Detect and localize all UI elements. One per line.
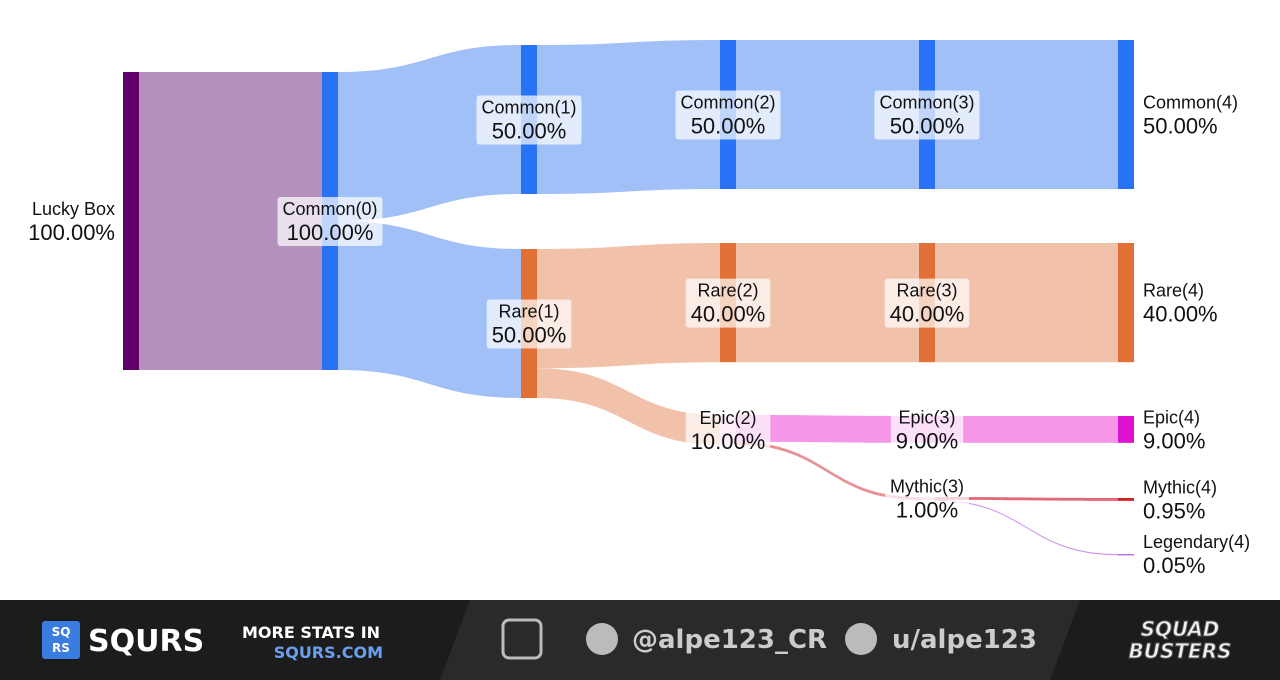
node-name: Rare(2) — [697, 281, 758, 301]
node-value: 1.00% — [896, 497, 958, 522]
labels: Lucky Box100.00%Common(0)100.00%Common(1… — [28, 90, 1250, 578]
link — [935, 416, 1118, 443]
link — [736, 243, 919, 363]
node-value: 100.00% — [287, 220, 374, 245]
link — [537, 368, 720, 445]
link — [736, 441, 919, 500]
node-label: Common(4)50.00% — [1143, 93, 1238, 139]
node-value: 50.00% — [691, 114, 766, 139]
node-value: 50.00% — [492, 323, 567, 348]
link — [139, 72, 322, 370]
label-background — [675, 90, 781, 140]
node-name: Common(4) — [1143, 93, 1238, 113]
label-background — [890, 405, 964, 455]
node-value: 50.00% — [890, 114, 965, 139]
alpe-logo — [501, 618, 543, 660]
node-label: Epic(4)9.00% — [1143, 407, 1205, 453]
link — [537, 40, 720, 194]
node-label: Mythic(4)0.95% — [1143, 477, 1217, 523]
node-label: Rare(3)40.00% — [884, 278, 970, 328]
node-name: Legendary(4) — [1143, 532, 1250, 552]
reddit-icon — [845, 623, 877, 655]
node-value: 10.00% — [691, 429, 766, 454]
node-label: Rare(1)50.00% — [486, 299, 572, 349]
brand: SQURS — [88, 624, 204, 659]
node-name: Mythic(4) — [1143, 477, 1217, 497]
node-label: Common(3)50.00% — [874, 90, 980, 140]
node-value: 50.00% — [492, 119, 567, 144]
node-value: 100.00% — [28, 220, 115, 245]
twitter-icon — [586, 623, 618, 655]
node-name: Epic(2) — [699, 408, 756, 428]
squrs-icon — [42, 621, 80, 659]
node-label: Epic(2)10.00% — [685, 405, 771, 455]
node-label: Rare(4)40.00% — [1143, 281, 1218, 327]
node-name: Epic(4) — [1143, 407, 1200, 427]
node-name: Common(0) — [282, 199, 377, 219]
node-value: 50.00% — [1143, 114, 1218, 139]
node-label: Common(2)50.00% — [675, 90, 781, 140]
node-name: Common(3) — [879, 93, 974, 113]
link — [935, 497, 1118, 501]
node-name: Common(1) — [481, 98, 576, 118]
link — [537, 243, 720, 369]
footer-panel — [1050, 600, 1280, 680]
label-background — [884, 278, 970, 328]
node — [1118, 554, 1134, 556]
links — [139, 40, 1118, 556]
node-value: 40.00% — [691, 302, 766, 327]
node-name: Lucky Box — [32, 199, 115, 219]
label-background — [685, 278, 771, 328]
label-background — [685, 405, 771, 455]
node-label: Epic(3)9.00% — [890, 405, 964, 455]
node-name: Mythic(3) — [890, 476, 964, 496]
reddit: u/alpe123 — [892, 625, 1037, 655]
game-logo: SQUAD — [1141, 617, 1220, 641]
node-value: 40.00% — [890, 302, 965, 327]
node — [1118, 40, 1134, 189]
node-name: Common(2) — [680, 93, 775, 113]
link — [935, 499, 1118, 556]
node — [1118, 416, 1134, 443]
promo: MORE STATS IN — [242, 623, 380, 642]
link — [338, 221, 521, 398]
node-name: Rare(3) — [896, 281, 957, 301]
node — [123, 72, 139, 370]
icon-text: RS — [52, 641, 70, 655]
node — [1118, 498, 1134, 501]
node-label: Common(1)50.00% — [476, 95, 582, 145]
link — [736, 415, 919, 443]
node-value: 9.00% — [1143, 428, 1205, 453]
node-value: 0.95% — [1143, 498, 1205, 523]
link — [935, 243, 1118, 363]
game-logo: BUSTERS — [1129, 639, 1232, 663]
node-value: 40.00% — [1143, 302, 1218, 327]
node-label: Common(0)100.00% — [277, 197, 383, 246]
link — [736, 40, 919, 189]
node-name: Rare(1) — [498, 302, 559, 322]
site: SQURS.COM — [274, 643, 383, 662]
link — [935, 40, 1118, 189]
label-background — [476, 95, 582, 145]
label-background — [874, 90, 980, 140]
node-label: Legendary(4)0.05% — [1143, 532, 1250, 578]
footer: SQ RS SQURS MORE STATS IN SQURS.COM @alp… — [0, 600, 1280, 680]
node-value: 0.05% — [1143, 553, 1205, 578]
label-background — [277, 197, 383, 246]
node — [1118, 243, 1134, 363]
node-name: Rare(4) — [1143, 281, 1204, 301]
link — [338, 45, 521, 221]
node-label: Rare(2)40.00% — [685, 278, 771, 328]
label-background — [884, 474, 970, 524]
label-background — [486, 299, 572, 349]
node-name: Epic(3) — [898, 407, 955, 427]
node-value: 9.00% — [896, 428, 958, 453]
twitter: @alpe123_CR — [632, 625, 827, 655]
node-label: Mythic(3)1.00% — [884, 474, 970, 524]
icon-text: SQ — [52, 625, 71, 639]
footer-panel — [0, 600, 470, 680]
